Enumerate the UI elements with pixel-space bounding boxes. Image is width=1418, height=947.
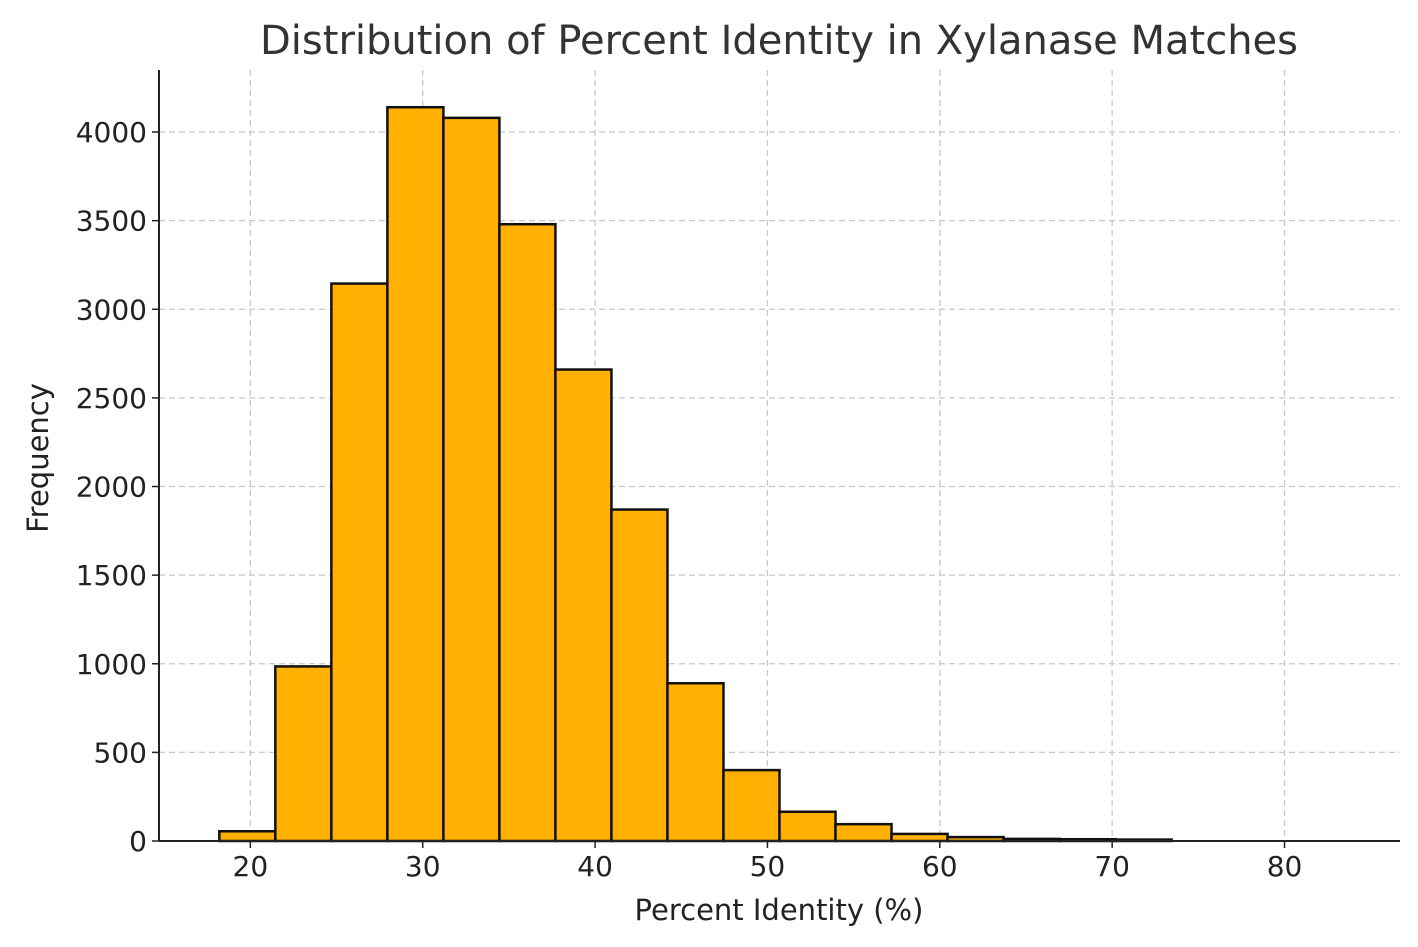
- y-tick-label: 0: [129, 825, 147, 858]
- axes: [158, 70, 1400, 842]
- y-tick-label: 500: [94, 736, 147, 769]
- y-tick-label: 1500: [76, 559, 147, 592]
- y-tick-label: 2000: [76, 471, 147, 504]
- x-tick-label: 50: [750, 850, 786, 883]
- histogram-bar: [386, 105, 445, 843]
- x-tick-label: 70: [1094, 850, 1130, 883]
- histogram-bar: [442, 116, 501, 843]
- histogram-bar: [722, 768, 781, 843]
- x-tick-label: 80: [1267, 850, 1303, 883]
- x-tick-label: 40: [577, 850, 613, 883]
- histogram-bar: [890, 832, 949, 843]
- x-axis-label: Percent Identity (%): [635, 893, 924, 927]
- chart-title: Distribution of Percent Identity in Xyla…: [260, 18, 1298, 64]
- histogram-bar: [274, 665, 333, 843]
- histogram-bar: [218, 830, 277, 843]
- histogram-bar: [554, 368, 613, 843]
- x-tick-label: 20: [233, 850, 269, 883]
- y-axis-label: Frequency: [21, 383, 55, 533]
- y-tick-label: 2500: [76, 382, 147, 415]
- histogram-bar: [610, 508, 669, 843]
- histogram-bars: [218, 105, 1173, 843]
- histogram-bar: [666, 682, 725, 843]
- x-axis-ticks: 20 30 40 50 60 70 80: [233, 841, 1303, 883]
- y-tick-label: 3500: [76, 205, 147, 238]
- x-tick-label: 60: [922, 850, 958, 883]
- y-tick-label: 4000: [76, 116, 147, 149]
- x-tick-label: 30: [405, 850, 441, 883]
- histogram-bar: [778, 810, 837, 843]
- histogram-bar: [834, 822, 893, 843]
- y-tick-label: 1000: [76, 648, 147, 681]
- y-tick-label: 3000: [76, 293, 147, 326]
- histogram-bar: [330, 282, 389, 843]
- histogram-bar: [498, 222, 557, 843]
- y-axis-ticks: 0 500 1000 1500 2000 2500 3000 3500 4000: [76, 116, 159, 858]
